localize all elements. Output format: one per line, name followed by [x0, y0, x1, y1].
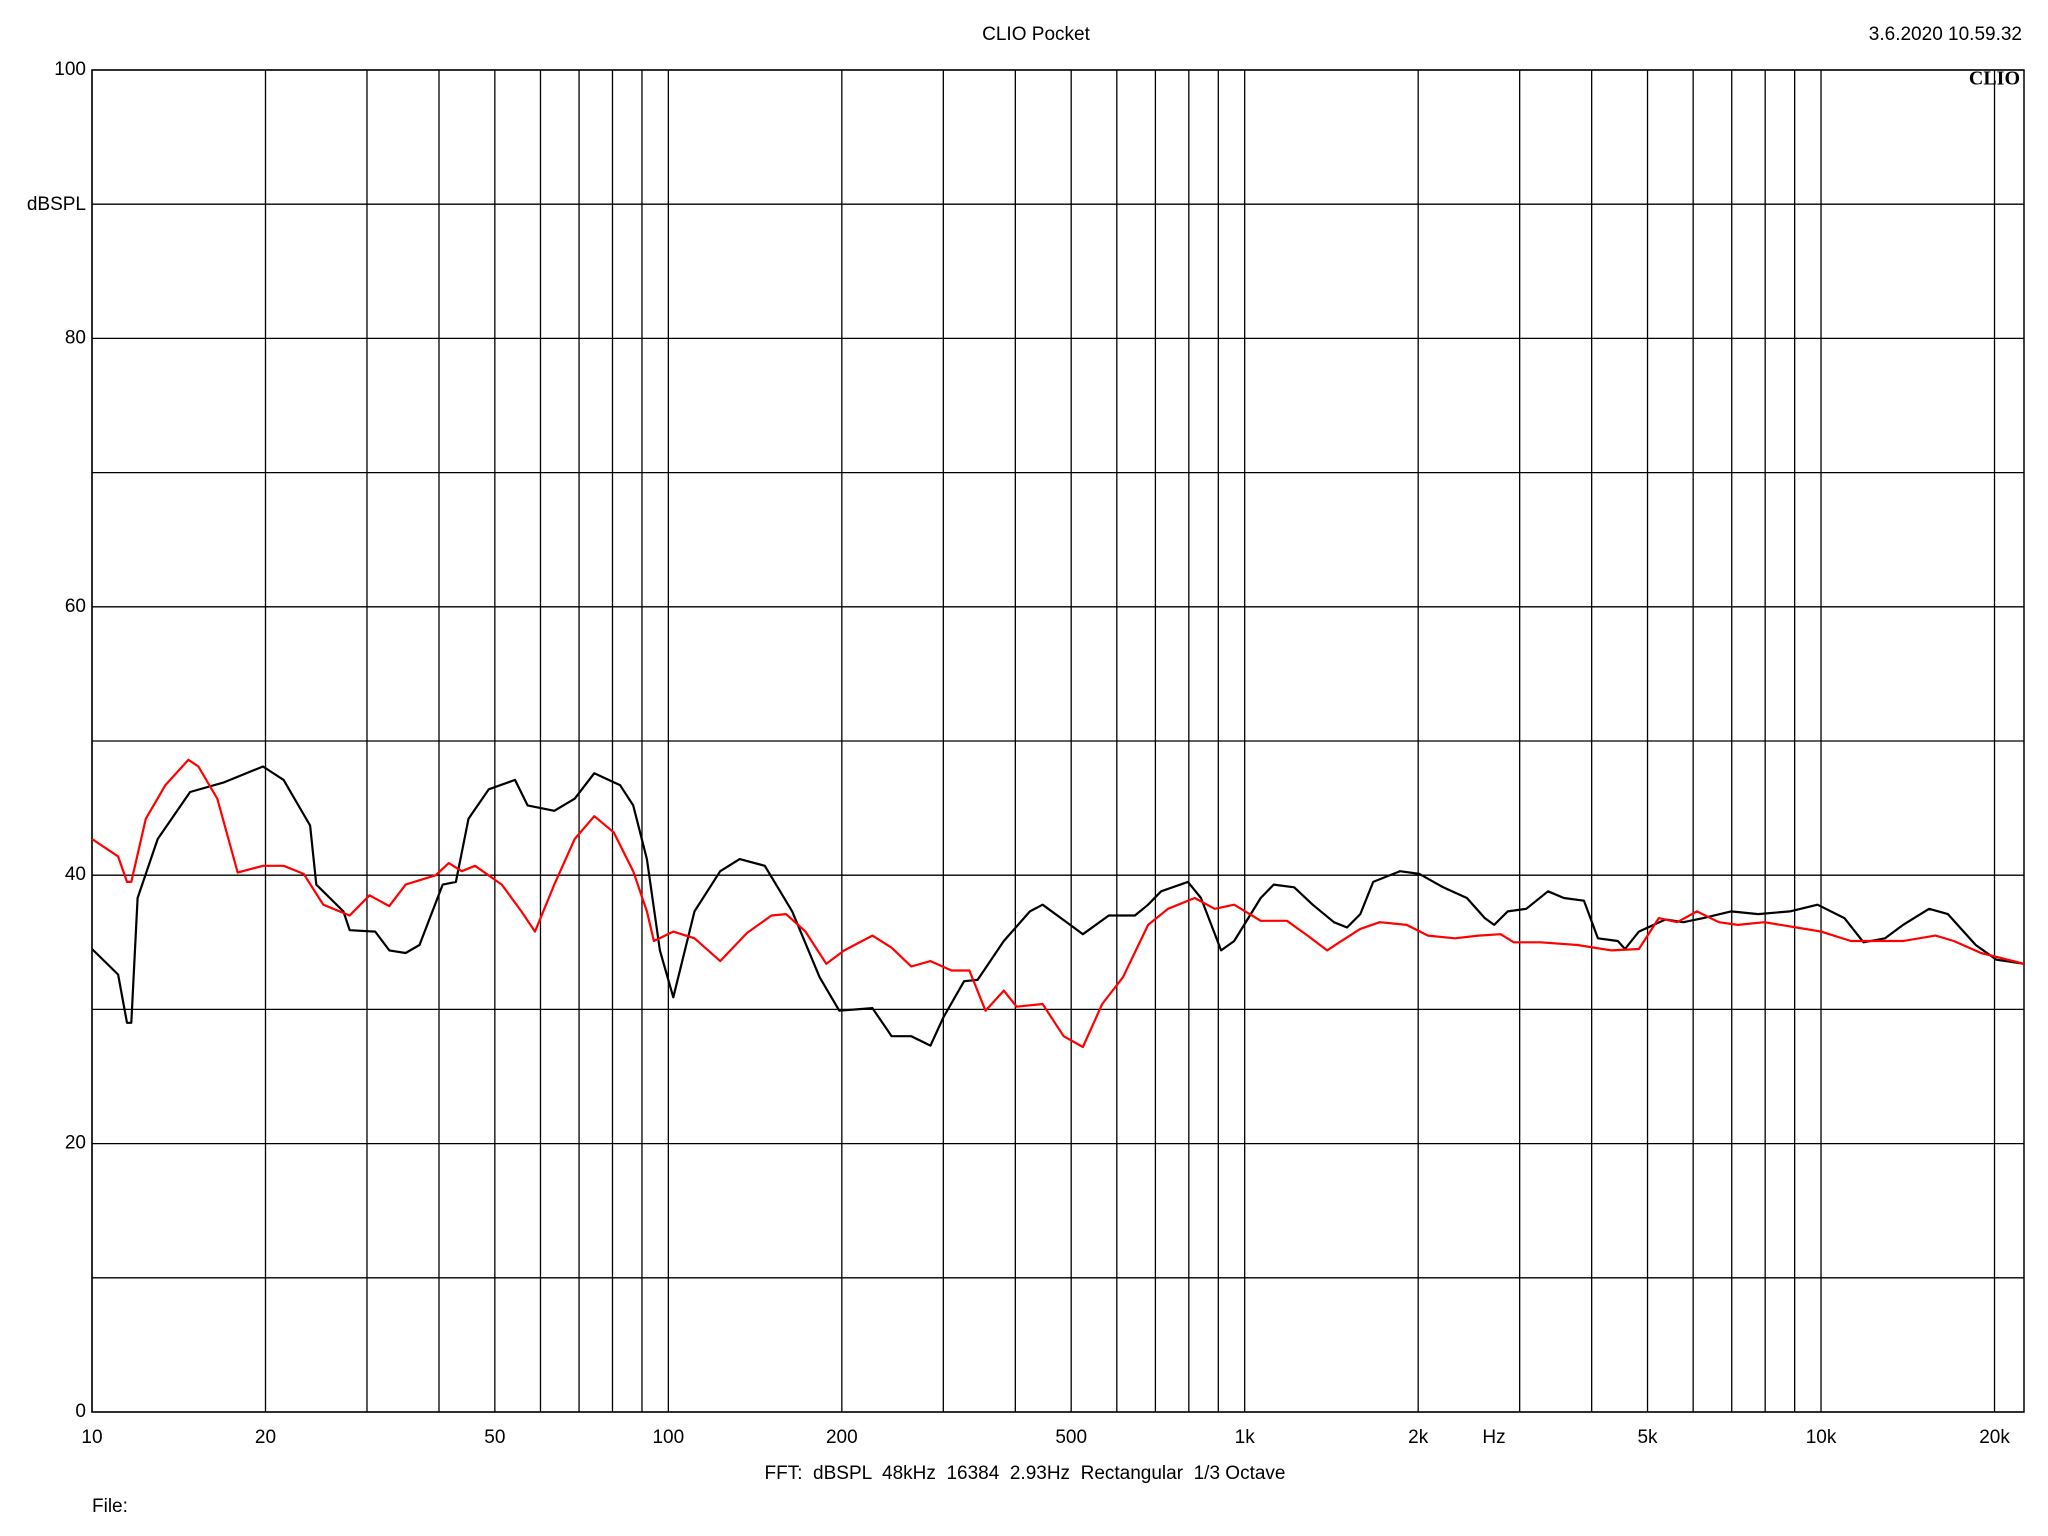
y-tick-label: 80 — [65, 327, 86, 348]
x-tick-label: 2k — [1408, 1427, 1429, 1448]
x-tick-label: 500 — [1055, 1427, 1087, 1448]
x-tick-label: 10k — [1806, 1427, 1837, 1448]
x-tick-label: 1k — [1235, 1427, 1256, 1448]
x-tick-label: 5k — [1637, 1427, 1658, 1448]
chart-title: CLIO Pocket — [982, 24, 1090, 45]
y-tick-label: 0 — [75, 1401, 86, 1422]
footer: FFT: dBSPL 48kHz 16384 2.93Hz Rectangula… — [764, 1463, 1285, 1484]
x-tick-label: 200 — [826, 1427, 858, 1448]
logo: CLIO — [1969, 68, 2020, 90]
data-line — [91, 765, 2025, 1047]
x-tick-label: 20k — [1979, 1427, 2010, 1448]
x-tick-label: 20 — [255, 1427, 276, 1448]
x-tick-label: 50 — [484, 1427, 505, 1448]
y-axis-label: dBSPL — [27, 194, 86, 215]
x-axis-label: Hz — [1482, 1427, 1505, 1448]
y-tick-label: 100 — [54, 59, 86, 80]
y-tick-label: 20 — [65, 1133, 86, 1154]
y-tick-label: 60 — [65, 596, 86, 617]
y-tick-label: 40 — [65, 864, 86, 885]
x-tick-label: 100 — [652, 1427, 684, 1448]
x-tick-label: 10 — [81, 1427, 102, 1448]
data-line — [91, 758, 2025, 1049]
timestamp: 3.6.2020 10.59.32 — [1869, 24, 2022, 45]
plot-frame — [91, 69, 2025, 1413]
file-label: File: — [92, 1496, 128, 1517]
